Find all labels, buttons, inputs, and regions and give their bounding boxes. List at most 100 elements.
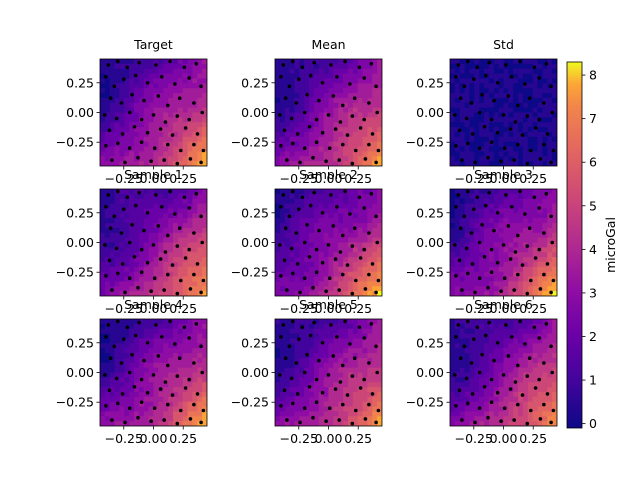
heatmap-cell [508, 161, 514, 166]
heatmap-cell [450, 323, 456, 330]
heatmap-cell [143, 208, 150, 214]
station-point [314, 140, 319, 144]
heatmap-cell [294, 73, 300, 80]
heatmap-cell [289, 68, 296, 75]
heatmap-cell [493, 343, 500, 349]
heatmap-cell [479, 367, 485, 374]
heatmap-cell [503, 406, 509, 413]
heatmap-cell [552, 141, 557, 148]
heatmap-cell [454, 141, 461, 148]
heatmap-cell [104, 242, 111, 248]
heatmap-cell [182, 127, 189, 133]
heatmap-cell [338, 406, 344, 413]
heatmap-cell [338, 141, 344, 148]
heatmap-cell [129, 189, 135, 195]
station-point [289, 116, 294, 121]
heatmap-cell [372, 377, 378, 383]
station-point [311, 415, 315, 420]
heatmap-cell [357, 266, 364, 273]
heatmap-cell [304, 323, 310, 330]
heatmap-cell [168, 78, 174, 84]
heatmap-cell [143, 387, 150, 393]
station-point [145, 81, 150, 85]
heatmap-cell [547, 223, 553, 229]
heatmap-cell [537, 213, 544, 219]
heatmap-cell [100, 252, 106, 258]
heatmap-cell [158, 232, 164, 239]
heatmap-cell [309, 127, 315, 133]
station-point [337, 418, 342, 422]
heatmap-cell [172, 377, 179, 383]
heatmap-cell [488, 266, 495, 273]
heatmap-cell [527, 237, 534, 244]
heatmap-cell [187, 276, 194, 283]
heatmap-cell [362, 266, 369, 273]
station-point [527, 96, 532, 100]
heatmap-cell [284, 242, 291, 248]
heatmap-cell [275, 247, 281, 253]
heatmap-cell [347, 83, 354, 89]
heatmap-cell [158, 88, 164, 94]
heatmap-cell [474, 257, 480, 263]
heatmap-cell [347, 367, 354, 374]
station-point [480, 222, 484, 227]
heatmap-cell [328, 127, 334, 133]
heatmap-cell [104, 78, 111, 84]
heatmap-cell [484, 117, 490, 123]
heatmap-cell [488, 286, 495, 292]
heatmap-cell [338, 131, 344, 138]
heatmap-cell [333, 146, 339, 153]
heatmap-cell [124, 223, 130, 229]
heatmap-cell [372, 391, 378, 398]
heatmap-cell [275, 88, 281, 94]
heatmap-cell [318, 421, 325, 426]
heatmap-cell [294, 367, 300, 374]
heatmap-cell [172, 88, 179, 94]
heatmap-cell [182, 93, 189, 99]
heatmap-cell [498, 127, 505, 133]
heatmap-cell [484, 291, 490, 296]
heatmap-cell [532, 93, 539, 99]
heatmap-cell [450, 271, 456, 278]
heatmap-cell [372, 323, 378, 330]
heatmap-cell [493, 68, 500, 75]
heatmap-cell [347, 247, 354, 253]
heatmap-cell [493, 73, 500, 80]
heatmap-cell [454, 189, 461, 195]
station-point [132, 125, 137, 129]
heatmap-cell [367, 83, 373, 89]
heatmap-cell [109, 112, 116, 118]
heatmap-cell [134, 387, 140, 393]
heatmap-cell [129, 232, 135, 239]
heatmap-cell [109, 232, 116, 239]
x-tick-label: 0.25 [169, 171, 197, 186]
heatmap-cell [518, 161, 524, 166]
heatmap-cell [294, 141, 300, 148]
heatmap-cell [109, 161, 116, 166]
heatmap-cell [547, 348, 553, 354]
heatmap-cell [197, 367, 203, 374]
heatmap-cell [518, 266, 524, 273]
station-point [520, 263, 525, 267]
heatmap-cell [182, 247, 189, 253]
heatmap-cell [343, 117, 349, 123]
heatmap-cell [479, 208, 485, 214]
heatmap-cell [508, 213, 514, 219]
heatmap-cell [143, 338, 150, 344]
heatmap-cell [134, 127, 140, 133]
heatmap-cell [158, 97, 164, 104]
heatmap-cell [508, 218, 514, 224]
heatmap-cell [333, 93, 339, 99]
heatmap-cell [469, 83, 475, 89]
heatmap-cell [469, 223, 475, 229]
heatmap-cell [143, 78, 150, 84]
heatmap-cell [182, 271, 189, 278]
station-point [504, 193, 508, 197]
heatmap-cell [454, 97, 461, 104]
heatmap-cell [119, 198, 125, 205]
heatmap-cell [284, 127, 291, 133]
heatmap-cell [192, 411, 198, 417]
heatmap-cell [104, 88, 111, 94]
heatmap-cell [522, 367, 529, 374]
heatmap-cell [148, 387, 155, 393]
